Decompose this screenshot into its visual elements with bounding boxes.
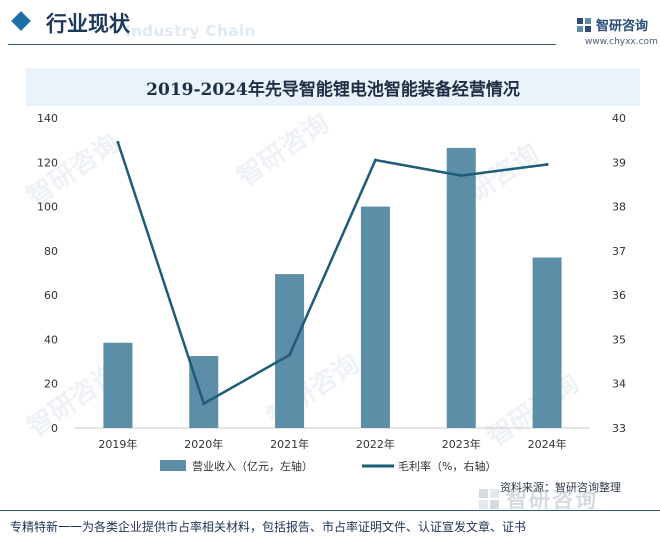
x-axis-tick-label: 2022年 [356,437,395,451]
brand-logo: 智研咨询 [576,15,648,34]
chart-title-band: 2019-2024年先导智能锂电池智能装备经营情况 [26,68,640,106]
right-axis-tick-label: 36 [612,289,626,302]
site-url: www.chyxx.com [585,37,658,47]
x-axis-tick-label: 2020年 [184,437,223,451]
footer-divider [0,510,660,511]
right-axis-tick-label: 35 [612,333,626,346]
bar-revenue [275,274,305,428]
page-header: Industry Chain 行业现状 智研咨询 www.chyxx.com [0,0,660,56]
right-axis-tick-label: 34 [612,378,626,391]
right-axis-tick-label: 40 [612,112,626,125]
line-point-gross-margin [459,174,463,178]
legend-swatch-revenue [160,460,186,471]
footer-logo-icon [479,489,499,509]
line-point-gross-margin [545,163,549,166]
line-point-gross-margin [116,140,120,144]
left-axis-tick-label: 20 [44,378,58,391]
x-axis-tick-label: 2023年 [442,437,481,451]
left-axis-tick-label: 140 [37,112,58,125]
footer-logo-name: 智研咨询 [506,488,598,512]
legend-label-gross-margin: 毛利率（%，右轴） [398,459,496,473]
header-divider [8,44,556,45]
source-note: 资料来源：智研咨询整理 [500,481,621,494]
left-axis-tick-label: 100 [37,201,58,214]
line-gross-margin [116,141,548,406]
left-axis-tick-label: 80 [44,245,58,258]
x-axis-tick-label: 2024年 [528,437,567,451]
chart-title: 2019-2024年先导智能锂电池智能装备经营情况 [146,79,520,100]
legend-label-revenue: 营业收入（亿元，左轴） [192,459,313,473]
left-axis-tick-label: 60 [44,289,58,302]
bar-revenue [103,342,133,428]
bar-revenue [532,257,562,428]
right-axis-tick-label: 38 [612,201,626,214]
left-axis-tick-label: 0 [51,422,58,435]
right-axis-tick-label: 33 [612,422,626,435]
footer-logo: 智研咨询 [478,484,598,514]
left-axis-tick-label: 40 [44,333,58,346]
x-axis-tick-label: 2021年 [270,437,309,451]
left-axis-tick-label: 120 [37,156,58,169]
header-subtitle-watermark: Industry Chain [125,22,256,40]
line-point-gross-margin [373,158,377,162]
page-title: 行业现状 [46,12,130,36]
line-point-gross-margin [202,402,206,406]
bar-revenue [360,206,390,428]
brand-logo-icon [577,17,591,32]
footer-text: 专精特新一一为各类企业提供市占率相关材料，包括报告、市占率证明文件、认证宣发文章… [10,520,527,534]
line-point-gross-margin [288,353,292,357]
right-axis-tick-label: 37 [612,245,626,258]
right-axis-tick-label: 39 [612,156,626,169]
bar-revenue [446,147,476,428]
x-axis-tick-label: 2019年 [98,437,137,451]
bar-revenue [189,356,219,428]
brand-name: 智研咨询 [596,19,649,34]
